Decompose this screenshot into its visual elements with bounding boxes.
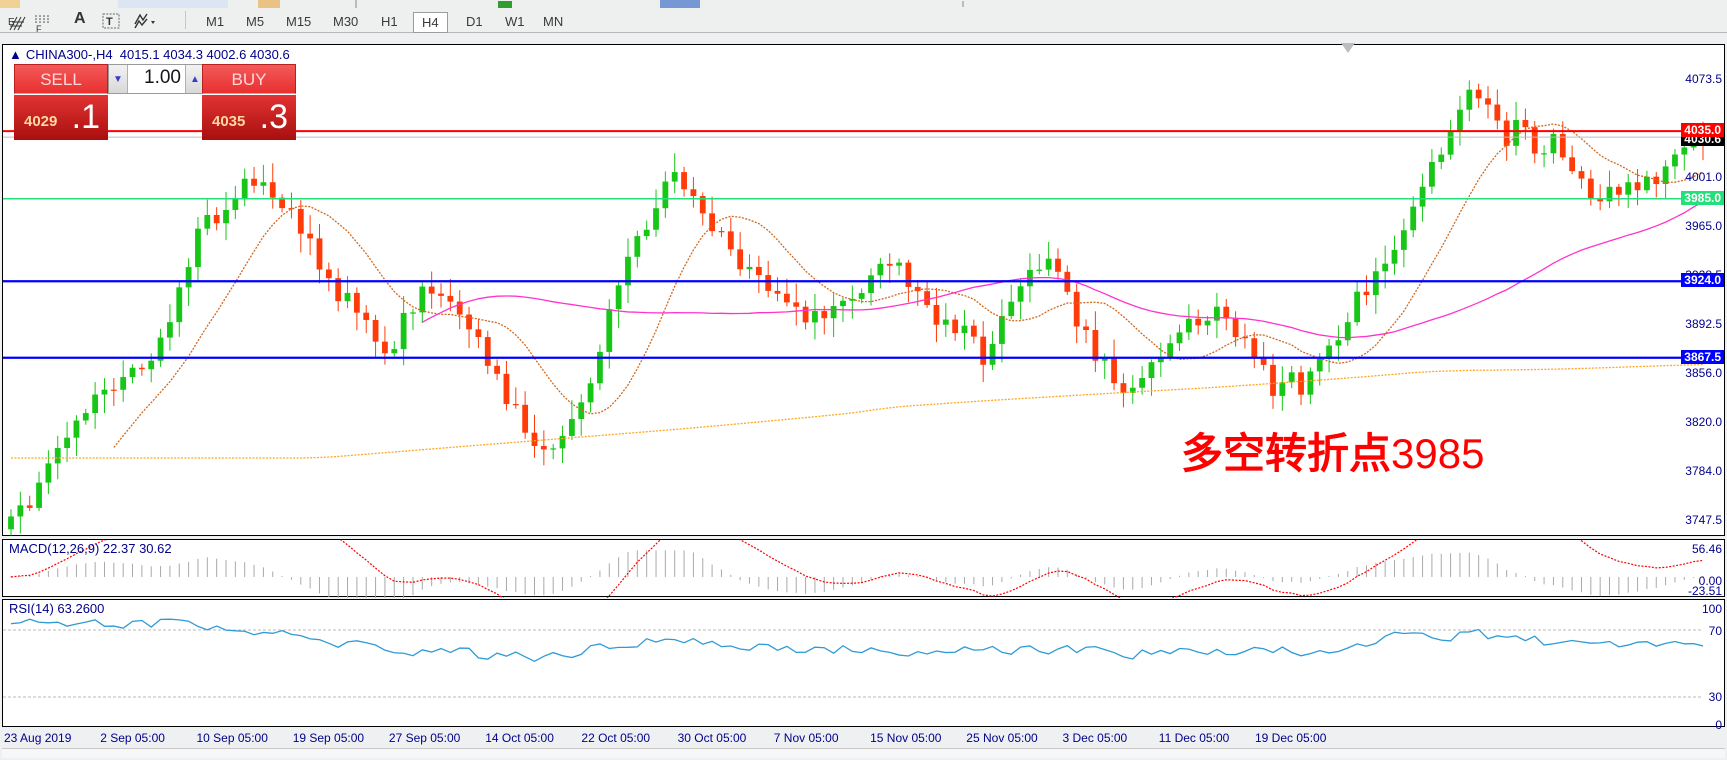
svg-text:T: T (106, 16, 113, 28)
svg-text:F: F (36, 24, 42, 33)
